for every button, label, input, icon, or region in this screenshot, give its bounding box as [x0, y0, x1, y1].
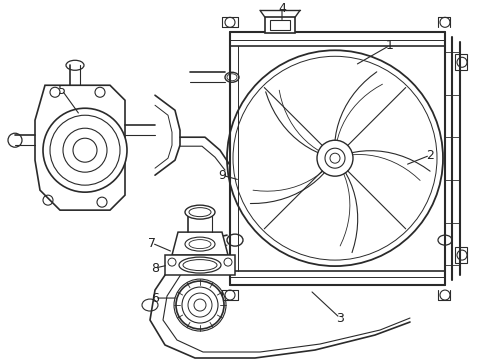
Bar	[270, 20, 290, 30]
Text: 9: 9	[218, 169, 226, 182]
Ellipse shape	[185, 205, 215, 219]
Text: 4: 4	[278, 2, 286, 15]
Circle shape	[43, 108, 127, 192]
Circle shape	[176, 281, 224, 329]
Text: 8: 8	[151, 262, 159, 275]
Bar	[455, 247, 467, 263]
Bar	[265, 17, 295, 33]
Polygon shape	[172, 232, 228, 255]
Text: 3: 3	[336, 311, 344, 324]
Text: 2: 2	[426, 149, 434, 162]
Text: 7: 7	[148, 237, 156, 249]
Text: 1: 1	[386, 39, 394, 52]
Text: 5: 5	[58, 84, 66, 97]
Bar	[455, 54, 467, 70]
Polygon shape	[35, 85, 125, 210]
Polygon shape	[165, 255, 235, 275]
Text: 6: 6	[151, 292, 159, 305]
Ellipse shape	[179, 257, 221, 273]
